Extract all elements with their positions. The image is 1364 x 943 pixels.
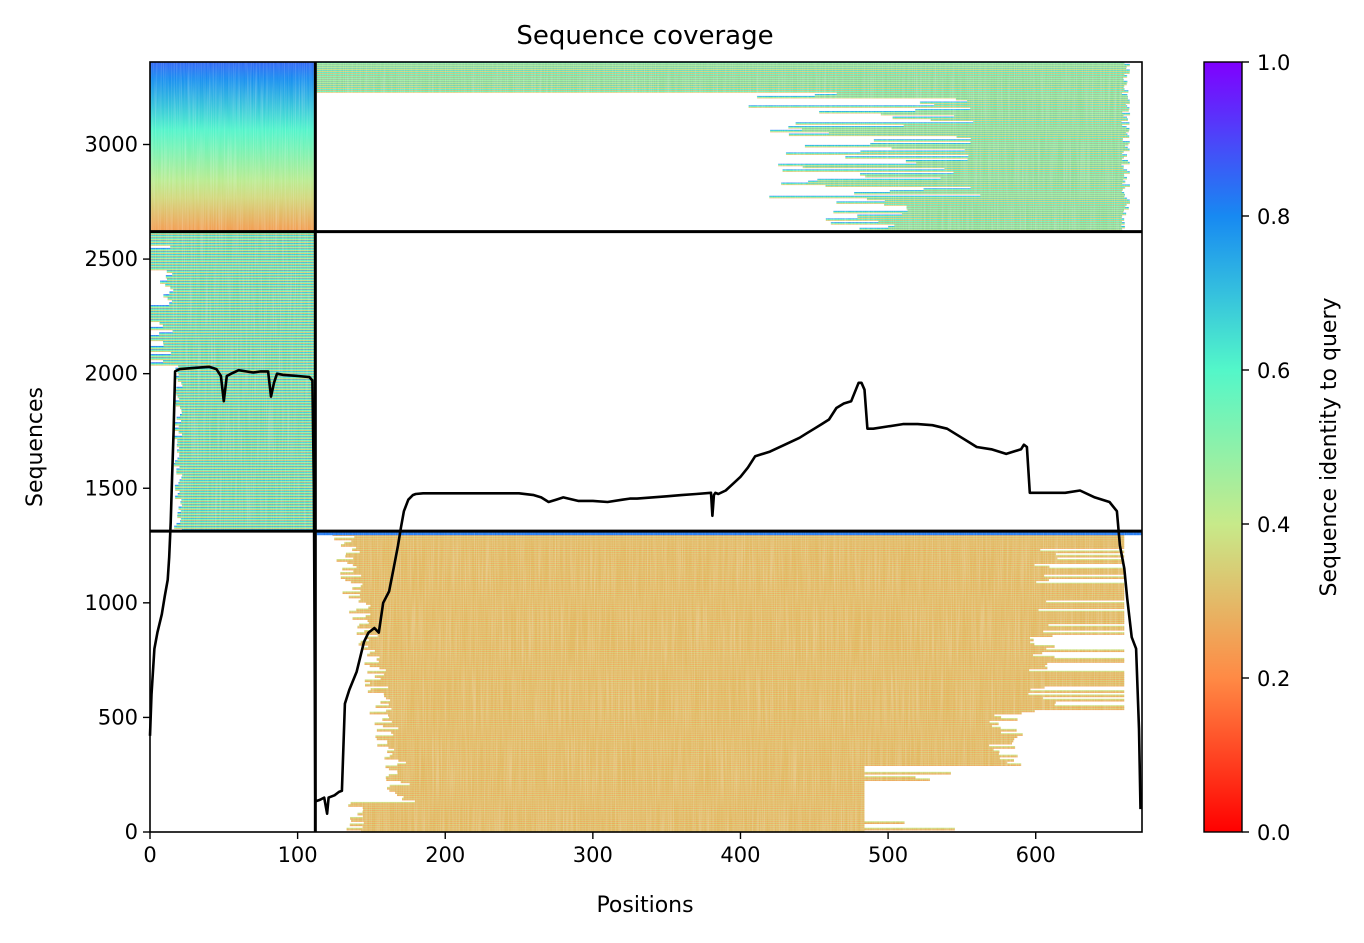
y-tick-label: 0 (125, 820, 138, 844)
x-tick-label: 300 (573, 843, 613, 867)
colorbar: 0.0 0.2 0.4 0.6 0.8 1.0 (1203, 51, 1290, 845)
x-tick-label: 500 (868, 843, 908, 867)
y-tick-label: 2000 (85, 362, 138, 386)
colorbar-gradient (1203, 61, 1243, 833)
plot-frame (149, 61, 1143, 833)
y-tick-label: 1500 (85, 476, 138, 500)
coverage-line (148, 365, 1142, 815)
colorbar-tick-label: 0.6 (1257, 359, 1290, 383)
y-tick-label: 1000 (85, 591, 138, 615)
colorbar-tick-label: 0.2 (1257, 667, 1290, 691)
y-tick-label: 3000 (85, 133, 138, 157)
plot-area: 0 100 200 300 400 500 600 0 500 1000 1500 2000 2500 3… (85, 61, 1143, 867)
y-tick-label: 2500 (85, 247, 138, 271)
colorbar-tick-label: 1.0 (1257, 51, 1290, 75)
x-tick-label: 0 (143, 843, 156, 867)
x-tick-label: 600 (1016, 843, 1056, 867)
colorbar-tick-label: 0.4 (1257, 513, 1290, 537)
colorbar-tick-label: 0.0 (1257, 821, 1290, 845)
y-tick-label: 500 (98, 705, 138, 729)
colorbar-label: Sequence identity to query (1317, 297, 1342, 596)
x-tick-label: 100 (278, 843, 318, 867)
heatmap-texture (150, 62, 1142, 832)
chart-title: Sequence coverage (516, 21, 773, 51)
x-tick-label: 400 (720, 843, 760, 867)
x-tick-label: 200 (425, 843, 465, 867)
colorbar-tick-label: 0.8 (1257, 205, 1290, 229)
x-axis-label: Positions (596, 893, 693, 918)
y-axis-label: Sequences (23, 387, 48, 507)
